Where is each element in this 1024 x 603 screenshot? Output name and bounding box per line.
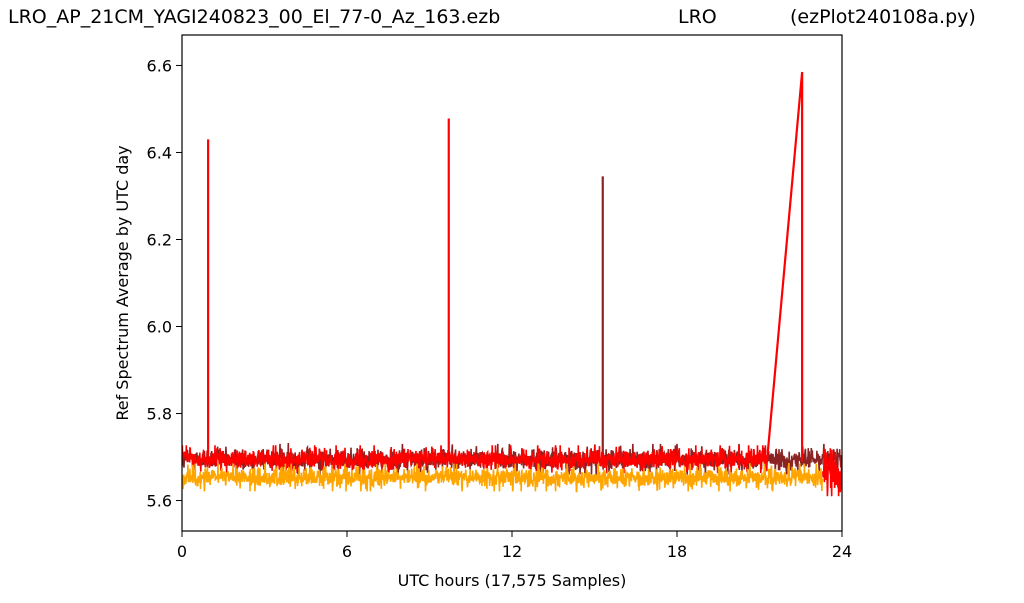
series-2-ramp (766, 71, 804, 462)
series-3-trace-1 (182, 462, 824, 493)
plot-area (182, 71, 842, 497)
axes-frame (181, 34, 843, 532)
x-tick-label: 0 (177, 542, 187, 561)
y-axis: 5.6 5.8 6.0 6.2 6.4 6.6 (147, 56, 182, 511)
x-axis-label: UTC hours (17,575 Samples) (398, 571, 627, 590)
x-tick-label: 24 (832, 542, 852, 561)
y-tick-label: 6.0 (147, 318, 172, 337)
series-2-trace-1 (182, 445, 769, 474)
x-tick-label: 6 (342, 542, 352, 561)
file-name-title: LRO_AP_21CM_YAGI240823_00_El_77-0_Az_163… (8, 6, 501, 28)
figure-header: LRO_AP_21CM_YAGI240823_00_El_77-0_Az_163… (0, 6, 1024, 36)
x-tick-label: 18 (667, 542, 687, 561)
y-tick-label: 6.4 (147, 143, 172, 162)
program-title: (ezPlot240108a.py) (790, 6, 976, 28)
station-title: LRO (678, 6, 717, 28)
y-tick-label: 6.2 (147, 230, 172, 249)
x-tick-label: 12 (502, 542, 522, 561)
y-tick-label: 5.6 (147, 492, 172, 511)
y-tick-label: 6.6 (147, 56, 172, 75)
series-2-trace-2 (822, 448, 842, 497)
x-axis: 0 6 12 18 24 (177, 531, 852, 561)
y-axis-label: Ref Spectrum Average by UTC day (113, 145, 132, 420)
y-tick-label: 5.8 (147, 405, 172, 424)
